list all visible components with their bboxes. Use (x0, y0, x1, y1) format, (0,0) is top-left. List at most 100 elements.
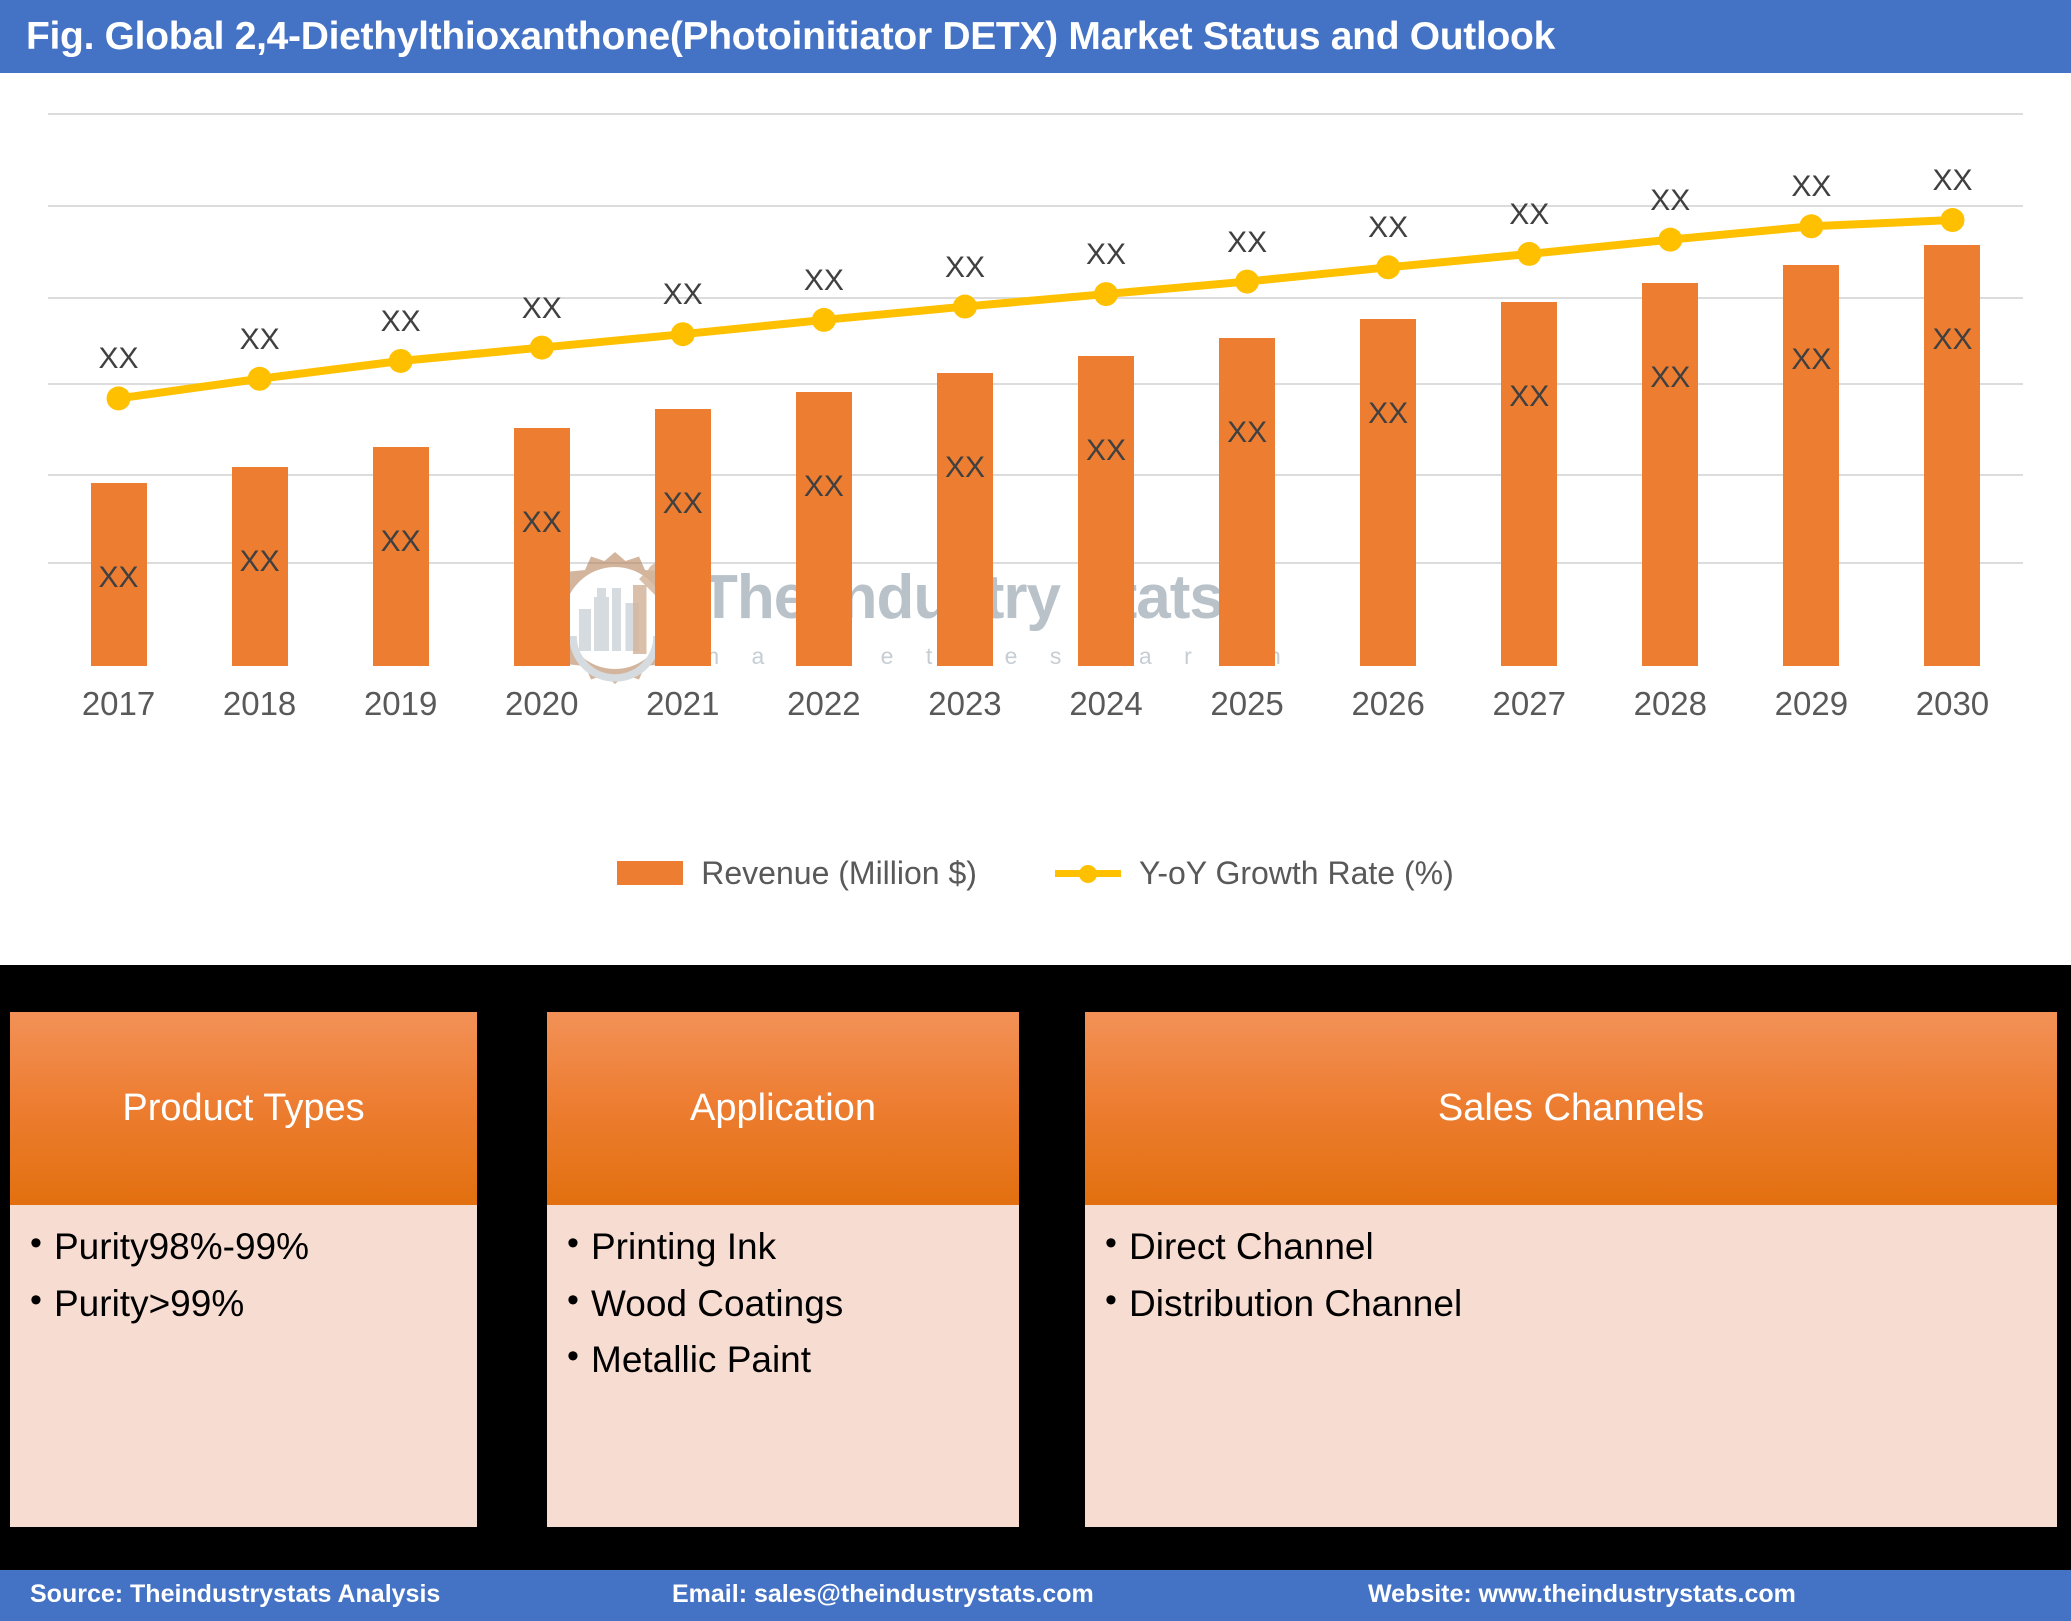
card-header-application: Application (547, 1012, 1019, 1205)
chart-legend: Revenue (Million $) Y-oY Growth Rate (%) (0, 843, 2071, 903)
line-marker[interactable] (1517, 241, 1542, 266)
list-item[interactable]: Metallic Paint (565, 1338, 1001, 1381)
bar[interactable] (1783, 264, 1840, 666)
list-item[interactable]: Purity98%-99% (28, 1225, 459, 1268)
x-axis: 2017 2018 2019 2020 2021 2022 2023 2024 2025 2026… (48, 685, 2023, 735)
line-value-label: XX (239, 322, 280, 356)
x-axis-tick-label: 2030 (1915, 685, 1990, 722)
gridline (48, 561, 2023, 564)
bar[interactable] (90, 483, 147, 666)
x-axis-tick-label: 2022 (787, 685, 861, 722)
card-body-sales-channels: Direct Channel Distribution Channel (1085, 1205, 2057, 1527)
line-marker[interactable] (1799, 214, 1824, 239)
card-header-sales-channels: Sales Channels (1085, 1012, 2057, 1205)
x-axis-tick-label: 2025 (1210, 685, 1284, 722)
bar[interactable] (795, 392, 852, 666)
line-marker[interactable] (1940, 208, 1965, 233)
line-value-label: XX (944, 250, 985, 284)
bar-value-label: XX (1227, 415, 1268, 449)
list-item[interactable]: Purity>99% (28, 1282, 459, 1325)
legend-line-marker-icon (1054, 861, 1121, 885)
card-product-types: Product Types Purity98%-99% Purity>99% (10, 1012, 477, 1527)
x-axis-tick-label: 2028 (1633, 685, 1708, 722)
line-marker[interactable] (1658, 227, 1683, 252)
line-value-label: XX (1650, 183, 1691, 217)
figure-header-bar: Fig. Global 2,4-Diethylthioxanthone(Phot… (0, 0, 2071, 73)
legend-item-growth-rate[interactable]: Y-oY Growth Rate (%) (1054, 854, 1454, 892)
bar[interactable] (654, 409, 711, 666)
bar-value-label: XX (1650, 361, 1691, 395)
x-axis-tick-label: 2029 (1774, 685, 1849, 722)
line-marker[interactable] (1235, 269, 1260, 294)
card-title-product-types: Product Types (122, 1087, 365, 1129)
x-axis-tick-label: 2020 (505, 685, 579, 722)
x-axis-tick-label: 2027 (1492, 685, 1566, 722)
card-body-product-types: Purity98%-99% Purity>99% (10, 1205, 477, 1527)
bar[interactable] (231, 467, 288, 666)
page-title: Fig. Global 2,4-Diethylthioxanthone(Phot… (26, 14, 1555, 58)
line-marker[interactable] (670, 322, 695, 347)
line-value-label: XX (662, 278, 703, 312)
x-axis-tick-label: 2019 (363, 685, 438, 722)
bar[interactable] (1219, 337, 1276, 666)
bar-value-label: XX (239, 545, 280, 579)
card-header-product-types: Product Types (10, 1012, 477, 1205)
line-value-label: XX (803, 263, 844, 297)
list-item[interactable]: Wood Coatings (565, 1282, 1001, 1325)
line-value-label: XX (380, 304, 421, 338)
footer-website[interactable]: Website: www.theindustrystats.com (1368, 1580, 1796, 1608)
x-axis-tick-label: 2021 (646, 685, 720, 722)
bar-value-label: XX (803, 470, 844, 504)
line-value-label: XX (521, 291, 562, 325)
legend-label-growth-rate: Y-oY Growth Rate (%) (1138, 854, 1454, 891)
line-value-label: XX (98, 342, 139, 376)
bar-value-label: XX (944, 451, 985, 485)
line-marker[interactable] (952, 294, 977, 319)
bar-value-label: XX (380, 524, 421, 558)
bar-value-label: XX (1791, 342, 1832, 376)
line-marker[interactable] (388, 348, 413, 373)
x-axis-tick-label: 2024 (1069, 685, 1143, 722)
x-axis-tick-label: 2018 (222, 685, 297, 722)
x-axis-tick-label: 2026 (1351, 685, 1425, 722)
series-layer: XX XX XX XX XX XX XX XX XX XX XX XX XX XX XX XX XX XX XX XX… (48, 113, 2023, 666)
footer-email[interactable]: Email: sales@theindustrystats.com (672, 1580, 1094, 1608)
bar[interactable] (1501, 302, 1558, 666)
line-value-label: XX (1227, 225, 1268, 259)
line-value-label: XX (1791, 170, 1832, 204)
line-marker[interactable] (247, 366, 272, 391)
card-list-sales-channels: Direct Channel Distribution Channel (1103, 1225, 2039, 1325)
line-value-label: XX (1368, 211, 1409, 245)
x-axis-tick-label: 2017 (81, 685, 156, 722)
gridline (48, 204, 2023, 207)
list-item[interactable]: Distribution Channel (1103, 1282, 2039, 1325)
legend-item-revenue[interactable]: Revenue (Million $) (617, 855, 977, 892)
bar[interactable] (372, 446, 429, 666)
line-marker[interactable] (106, 386, 131, 411)
footer-bar: Source: Theindustrystats Analysis Email:… (0, 1570, 2071, 1621)
card-title-sales-channels: Sales Channels (1437, 1087, 1705, 1129)
line-marker[interactable] (1376, 255, 1401, 280)
x-axis-tick-label: 2023 (928, 685, 1002, 722)
card-sales-channels: Sales Channels Direct Channel Distributi… (1085, 1012, 2057, 1527)
bar-value-label: XX (662, 487, 703, 521)
list-item[interactable]: Printing Ink (565, 1225, 1001, 1268)
line-marker[interactable] (529, 335, 554, 360)
gridline (48, 383, 2023, 386)
bar[interactable] (1924, 245, 1981, 666)
list-item[interactable]: Direct Channel (1103, 1225, 2039, 1268)
line-marker[interactable] (811, 307, 836, 332)
bar[interactable] (936, 373, 993, 666)
bar[interactable] (1360, 319, 1417, 666)
bar-value-label: XX (98, 561, 139, 595)
growth-rate-polyline (114, 216, 1957, 403)
card-list-application: Printing Ink Wood Coatings Metallic Pain… (565, 1225, 1001, 1381)
legend-label-revenue: Revenue (Million $) (701, 854, 977, 891)
bar-value-label: XX (1509, 380, 1550, 414)
bar[interactable] (513, 427, 570, 666)
bar[interactable] (1078, 355, 1135, 666)
line-marker[interactable] (1094, 282, 1119, 307)
card-application: Application Printing Ink Wood Coatings M… (547, 1012, 1019, 1527)
card-body-application: Printing Ink Wood Coatings Metallic Pain… (547, 1205, 1019, 1527)
bar[interactable] (1642, 283, 1699, 666)
